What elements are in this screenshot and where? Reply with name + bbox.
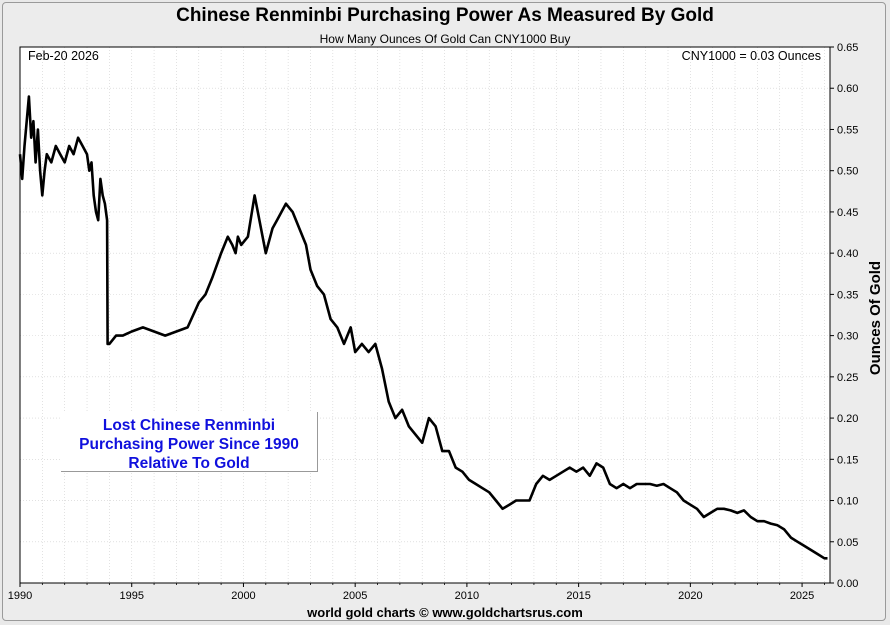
y-tick-label: 0.20: [837, 413, 858, 425]
annotation-line-3: Relative To Gold: [128, 455, 250, 472]
x-tick-label: 2005: [343, 590, 367, 602]
plot-area: [20, 47, 830, 583]
y-tick-label: 0.35: [837, 289, 858, 301]
x-tick-label: 1995: [119, 590, 143, 602]
y-tick-label: 0.40: [837, 248, 858, 260]
chart-subtitle: How Many Ounces Of Gold Can CNY1000 Buy: [319, 32, 571, 46]
grid-layer: [19, 46, 830, 584]
y-tick-label: 0.15: [837, 454, 858, 466]
y-axis-label: Ounces Of Gold: [867, 261, 884, 375]
plot-border: [19, 46, 831, 584]
annotation-line-2: Purchasing Power Since 1990: [79, 436, 299, 453]
y-tick-label: 0.50: [837, 166, 858, 178]
x-tick-label: 2020: [678, 590, 702, 602]
current-value-readout: CNY1000 = 0.03 Ounces: [681, 49, 821, 63]
chart-title: Chinese Renminbi Purchasing Power As Mea…: [176, 5, 714, 26]
y-tick-label: 0.05: [837, 537, 858, 549]
x-tick-label: 2015: [566, 590, 590, 602]
x-tick-label: 2010: [455, 590, 479, 602]
y-tick-label: 0.55: [837, 124, 858, 136]
y-tick-label: 0.60: [837, 83, 858, 95]
x-tick-label: 1990: [8, 590, 32, 602]
y-tick-label: 0.10: [837, 496, 858, 508]
y-tick-label: 0.65: [837, 42, 858, 54]
y-tick-label: 0.30: [837, 331, 858, 343]
footer-credit: world gold charts © www.goldchartsrus.co…: [307, 605, 583, 620]
annotation-box: Lost Chinese Renminbi Purchasing Power S…: [61, 412, 318, 472]
tick-layer: 1990 1995 2000 2005 2010 2015 2020 2025 0.00 0.05…: [8, 42, 859, 602]
date-label: Feb-20 2026: [28, 49, 99, 63]
series-line-cny-gold: [18, 95, 828, 560]
annotation-line-1: Lost Chinese Renminbi: [102, 417, 276, 434]
x-tick-label: 2000: [231, 590, 255, 602]
y-tick-label: 0.00: [837, 578, 858, 590]
y-tick-label: 0.25: [837, 372, 858, 384]
x-tick-label: 2025: [790, 590, 814, 602]
y-tick-label: 0.45: [837, 207, 858, 219]
